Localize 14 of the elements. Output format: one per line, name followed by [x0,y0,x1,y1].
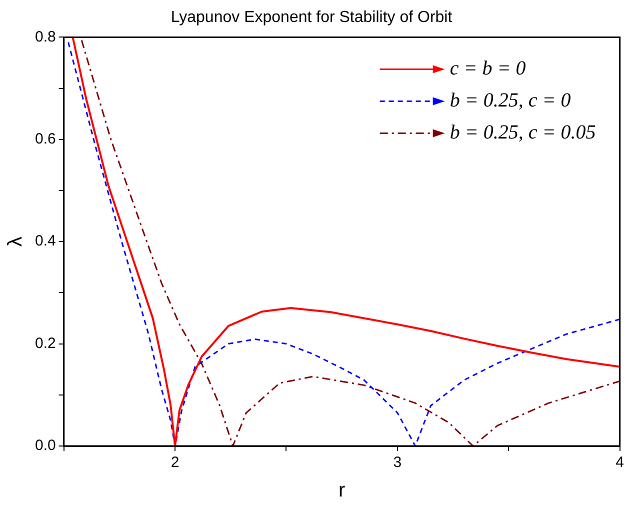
y-tick-label: 0.4 [34,232,56,250]
y-axis-title: λ [4,236,27,247]
x-tick-label: 2 [170,454,180,472]
x-tick-label: 3 [393,454,402,472]
y-tick-label: 0.2 [34,334,56,352]
legend-label: b = 0.25, c = 0.05 [450,121,596,144]
y-tick-label: 0.8 [34,28,56,46]
legend-label: c = b = 0 [450,57,526,80]
chart-title: Lyapunov Exponent for Stability of Orbit [170,9,453,26]
x-axis-title: r [338,480,346,502]
x-tick-label: 4 [616,454,624,472]
y-tick-label: 0.6 [34,130,56,148]
legend-label: b = 0.25, c = 0 [450,89,571,112]
text: 0.0 [34,437,56,454]
